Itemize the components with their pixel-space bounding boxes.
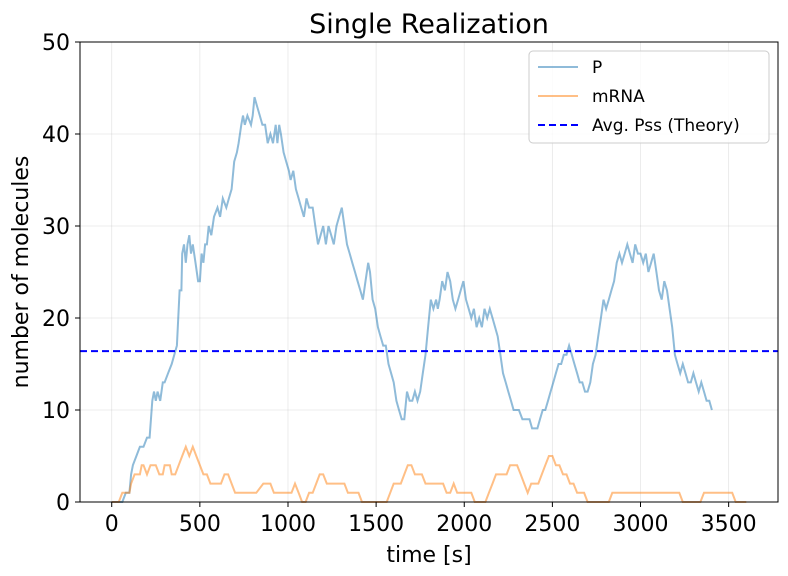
x-tick-label: 1000 <box>260 512 316 537</box>
y-tick-label: 40 <box>42 123 70 148</box>
legend-box <box>528 50 770 144</box>
y-ticks: 0 10 20 30 40 50 <box>42 31 80 516</box>
y-axis-label: number of molecules <box>9 156 34 389</box>
y-tick-label: 50 <box>42 31 70 56</box>
x-axis-label: time [s] <box>386 543 471 568</box>
series-line-p <box>111 96 713 503</box>
y-tick-label: 20 <box>42 307 70 332</box>
y-tick-label: 10 <box>42 399 70 424</box>
x-tick-label: 500 <box>179 512 221 537</box>
plot-frame <box>79 41 779 503</box>
x-tick-label: 2500 <box>524 512 580 537</box>
legend: P mRNA Avg. Pss (Theory) <box>528 50 770 144</box>
series-layer <box>80 96 778 503</box>
x-tick-label: 2000 <box>436 512 492 537</box>
x-tick-label: 0 <box>105 512 119 537</box>
series-line-mrna <box>111 443 747 503</box>
chart-title: Single Realization <box>309 9 549 40</box>
y-tick-label: 0 <box>56 491 70 516</box>
x-tick-label: 3500 <box>701 512 757 537</box>
legend-label-avg-pss: Avg. Pss (Theory) <box>592 116 740 136</box>
x-tick-label: 1500 <box>348 512 404 537</box>
y-tick-label: 30 <box>42 215 70 240</box>
x-ticks: 0 500 1000 1500 2000 2500 3000 3500 <box>105 502 757 537</box>
legend-label-mrna: mRNA <box>592 87 645 107</box>
legend-label-p: P <box>592 58 602 78</box>
x-tick-label: 3000 <box>613 512 669 537</box>
